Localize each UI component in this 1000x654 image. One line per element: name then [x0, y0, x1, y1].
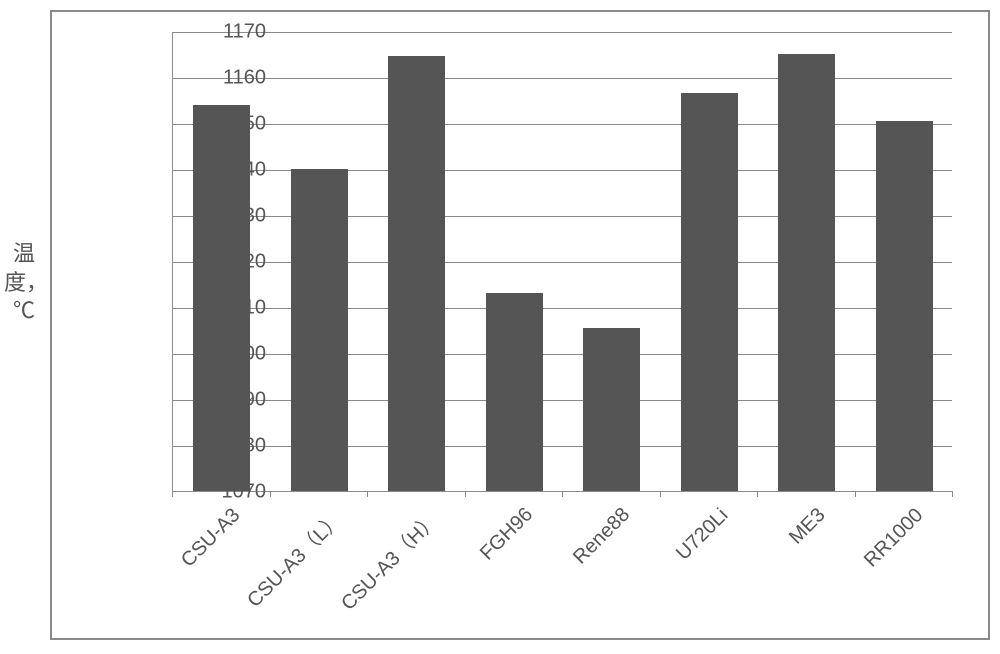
x-tick — [757, 491, 758, 497]
x-tick — [465, 491, 466, 497]
y-tick-label: 1150 — [196, 113, 266, 136]
bar — [486, 293, 543, 491]
x-tick — [562, 491, 563, 497]
x-category-label: RR1000 — [860, 504, 928, 572]
gridline — [173, 400, 952, 401]
x-tick — [270, 491, 271, 497]
x-category-label: CSU-A3（L） — [239, 504, 348, 613]
y-axis-label: 温度，℃ — [4, 240, 44, 326]
x-tick — [952, 491, 953, 497]
plot-area — [172, 32, 952, 492]
plot-wrap: 1070 1080 1090 1100 1110 1120 1130 1140 1150 1160… — [92, 32, 972, 622]
y-tick-label: 1100 — [196, 343, 266, 366]
x-category-label: FGH96 — [476, 504, 538, 566]
x-tick — [367, 491, 368, 497]
y-tick-label: 1170 — [196, 21, 266, 44]
gridline — [173, 262, 952, 263]
gridline — [173, 308, 952, 309]
gridline — [173, 124, 952, 125]
y-tick-label: 1070 — [196, 481, 266, 504]
chart-outer-border: 1070 1080 1090 1100 1110 1120 1130 1140 1150 1160… — [50, 10, 990, 640]
gridline — [173, 216, 952, 217]
x-tick — [660, 491, 661, 497]
y-tick-label: 1090 — [196, 389, 266, 412]
y-tick-label: 1120 — [196, 251, 266, 274]
x-tick — [172, 491, 173, 497]
x-category-label: Rene88 — [569, 504, 635, 570]
bar — [876, 121, 933, 491]
x-category-label: U720Li — [672, 504, 733, 565]
gridline — [173, 32, 952, 33]
bar — [778, 54, 835, 491]
y-tick-label: 1110 — [196, 297, 266, 320]
bar — [681, 93, 738, 491]
x-category-label: CSU-A3 — [177, 504, 245, 572]
gridline — [173, 354, 952, 355]
y-tick-label: 1140 — [196, 159, 266, 182]
x-tick — [855, 491, 856, 497]
y-tick-label: 1080 — [196, 435, 266, 458]
x-category-label: CSU-A3（H） — [333, 504, 444, 615]
gridline — [173, 446, 952, 447]
gridline — [173, 170, 952, 171]
gridline — [173, 78, 952, 79]
y-tick-label: 1160 — [196, 67, 266, 90]
y-tick-label: 1130 — [196, 205, 266, 228]
bar — [388, 56, 445, 491]
bar — [583, 328, 640, 491]
x-category-label: ME3 — [785, 504, 830, 549]
bar — [291, 169, 348, 491]
